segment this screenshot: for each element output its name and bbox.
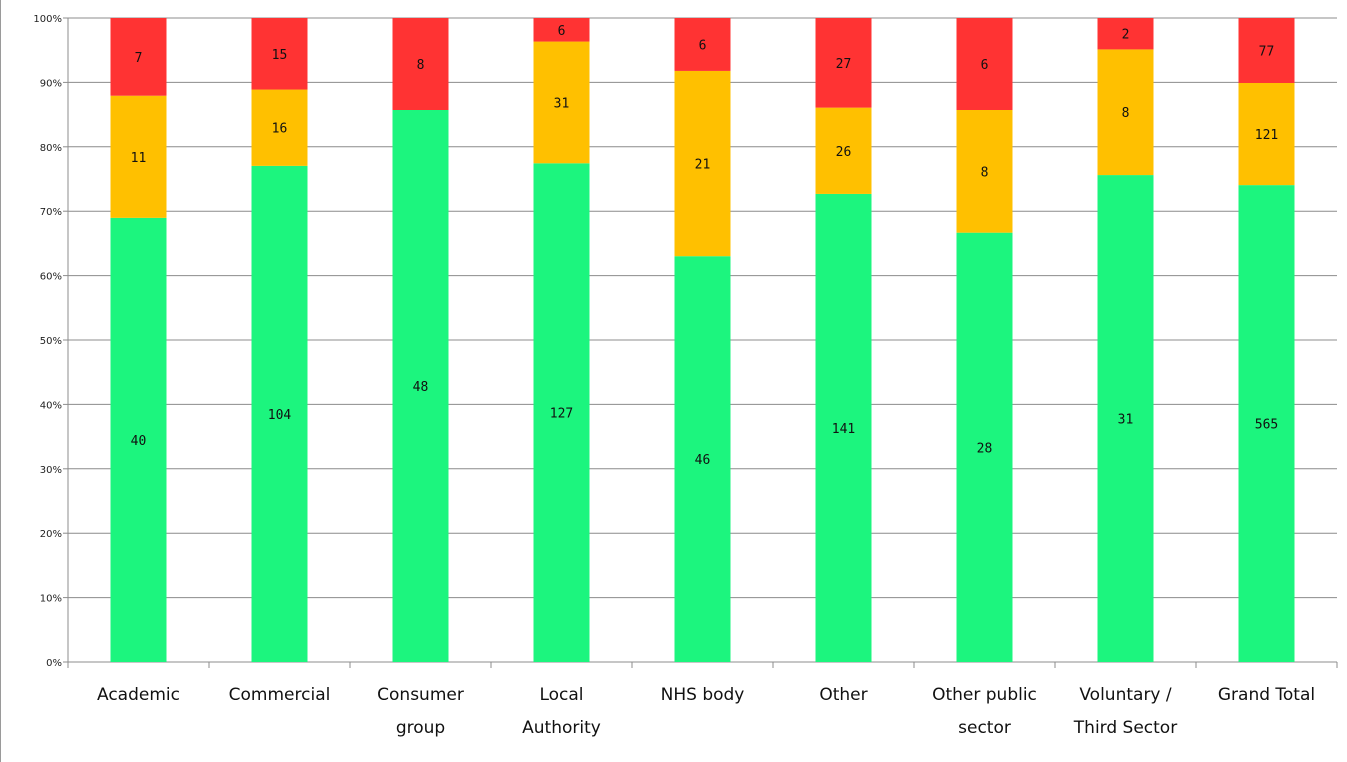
x-category-label: Grand Total bbox=[1218, 685, 1315, 705]
y-tick-label: 60% bbox=[40, 272, 62, 283]
y-tick-label: 40% bbox=[40, 400, 62, 411]
y-tick-label: 100% bbox=[33, 14, 62, 25]
data-label: 6 bbox=[558, 24, 566, 39]
bar-segment bbox=[956, 18, 1013, 110]
bar-segment bbox=[815, 193, 872, 662]
bar-segment bbox=[1097, 175, 1154, 662]
x-category-label: Consumer bbox=[377, 685, 464, 705]
x-category-label: Authority bbox=[522, 718, 601, 738]
data-label: 27 bbox=[836, 57, 852, 72]
bar-segment bbox=[251, 18, 308, 90]
bar-segment bbox=[956, 232, 1013, 662]
axis-tick-labels: 0% 10% 20% 30% 40% 50% 60% 70% 80% 90% 100% Academi… bbox=[33, 14, 1315, 738]
data-label: 21 bbox=[695, 158, 711, 173]
y-tick-label: 10% bbox=[40, 594, 62, 605]
x-category-label: Voluntary / bbox=[1079, 685, 1172, 705]
bar-segment bbox=[533, 18, 590, 42]
bar-segment bbox=[1238, 185, 1295, 662]
data-label: 77 bbox=[1259, 44, 1275, 59]
y-tick-label: 0% bbox=[46, 658, 62, 669]
bar-segment bbox=[674, 70, 731, 257]
data-label: 141 bbox=[832, 422, 855, 437]
data-label: 8 bbox=[981, 165, 989, 180]
data-label: 121 bbox=[1255, 128, 1278, 143]
x-category-label: Academic bbox=[97, 685, 180, 705]
x-category-label: Local bbox=[539, 685, 583, 705]
bar-segment bbox=[392, 110, 449, 662]
data-label: 6 bbox=[699, 38, 707, 53]
bar-segment bbox=[1097, 49, 1154, 176]
bar-segment bbox=[674, 18, 731, 71]
bar-segment bbox=[1097, 18, 1154, 50]
bar-segment bbox=[1238, 18, 1295, 83]
data-label: 11 bbox=[131, 151, 147, 166]
bar-segment bbox=[956, 110, 1013, 233]
bar-segment bbox=[1238, 82, 1295, 186]
data-label: 2 bbox=[1122, 28, 1130, 43]
data-label: 48 bbox=[413, 380, 429, 395]
data-label: 16 bbox=[272, 122, 288, 137]
data-label: 127 bbox=[550, 407, 573, 422]
y-tick-label: 50% bbox=[40, 336, 62, 347]
data-label: 46 bbox=[695, 453, 711, 468]
data-label: 31 bbox=[554, 96, 570, 111]
x-category-label: group bbox=[396, 718, 445, 738]
data-label: 15 bbox=[272, 48, 288, 63]
y-tick-label: 20% bbox=[40, 529, 62, 540]
y-tick-label: 80% bbox=[40, 143, 62, 154]
bars bbox=[110, 18, 1295, 663]
bar-segment bbox=[251, 89, 308, 166]
y-tick-label: 30% bbox=[40, 465, 62, 476]
data-label: 26 bbox=[836, 145, 852, 160]
data-label: 104 bbox=[268, 408, 292, 423]
x-category-label: sector bbox=[958, 718, 1011, 738]
data-label: 28 bbox=[977, 441, 993, 456]
data-label: 31 bbox=[1118, 413, 1134, 428]
data-labels: 40 11 7 104 16 15 48 8 127 31 6 46 21 6 141 26 27 28 8 6 31 8… bbox=[131, 24, 1279, 468]
x-category-label: Other bbox=[819, 685, 867, 705]
data-label: 8 bbox=[1122, 106, 1130, 121]
bar-segment bbox=[815, 18, 872, 108]
x-category-label: NHS body bbox=[661, 685, 745, 705]
bar-segment bbox=[110, 217, 167, 663]
bar-segment bbox=[392, 18, 449, 110]
data-label: 40 bbox=[131, 434, 147, 449]
bar-segment bbox=[533, 163, 590, 663]
data-label: 6 bbox=[981, 58, 989, 73]
bar-segment bbox=[110, 18, 167, 96]
data-label: 7 bbox=[135, 51, 143, 66]
x-category-label: Third Sector bbox=[1073, 718, 1177, 738]
y-tick-label: 90% bbox=[40, 78, 62, 89]
data-label: 565 bbox=[1255, 418, 1278, 433]
data-label: 8 bbox=[417, 58, 425, 73]
bar-segment bbox=[251, 165, 308, 663]
x-category-label: Commercial bbox=[229, 685, 331, 705]
y-tick-label: 70% bbox=[40, 207, 62, 218]
bar-segment bbox=[815, 107, 872, 194]
bar-segment bbox=[533, 41, 590, 164]
bar-segment bbox=[674, 256, 731, 662]
bar-segment bbox=[110, 95, 167, 218]
x-category-label: Other public bbox=[932, 685, 1037, 705]
